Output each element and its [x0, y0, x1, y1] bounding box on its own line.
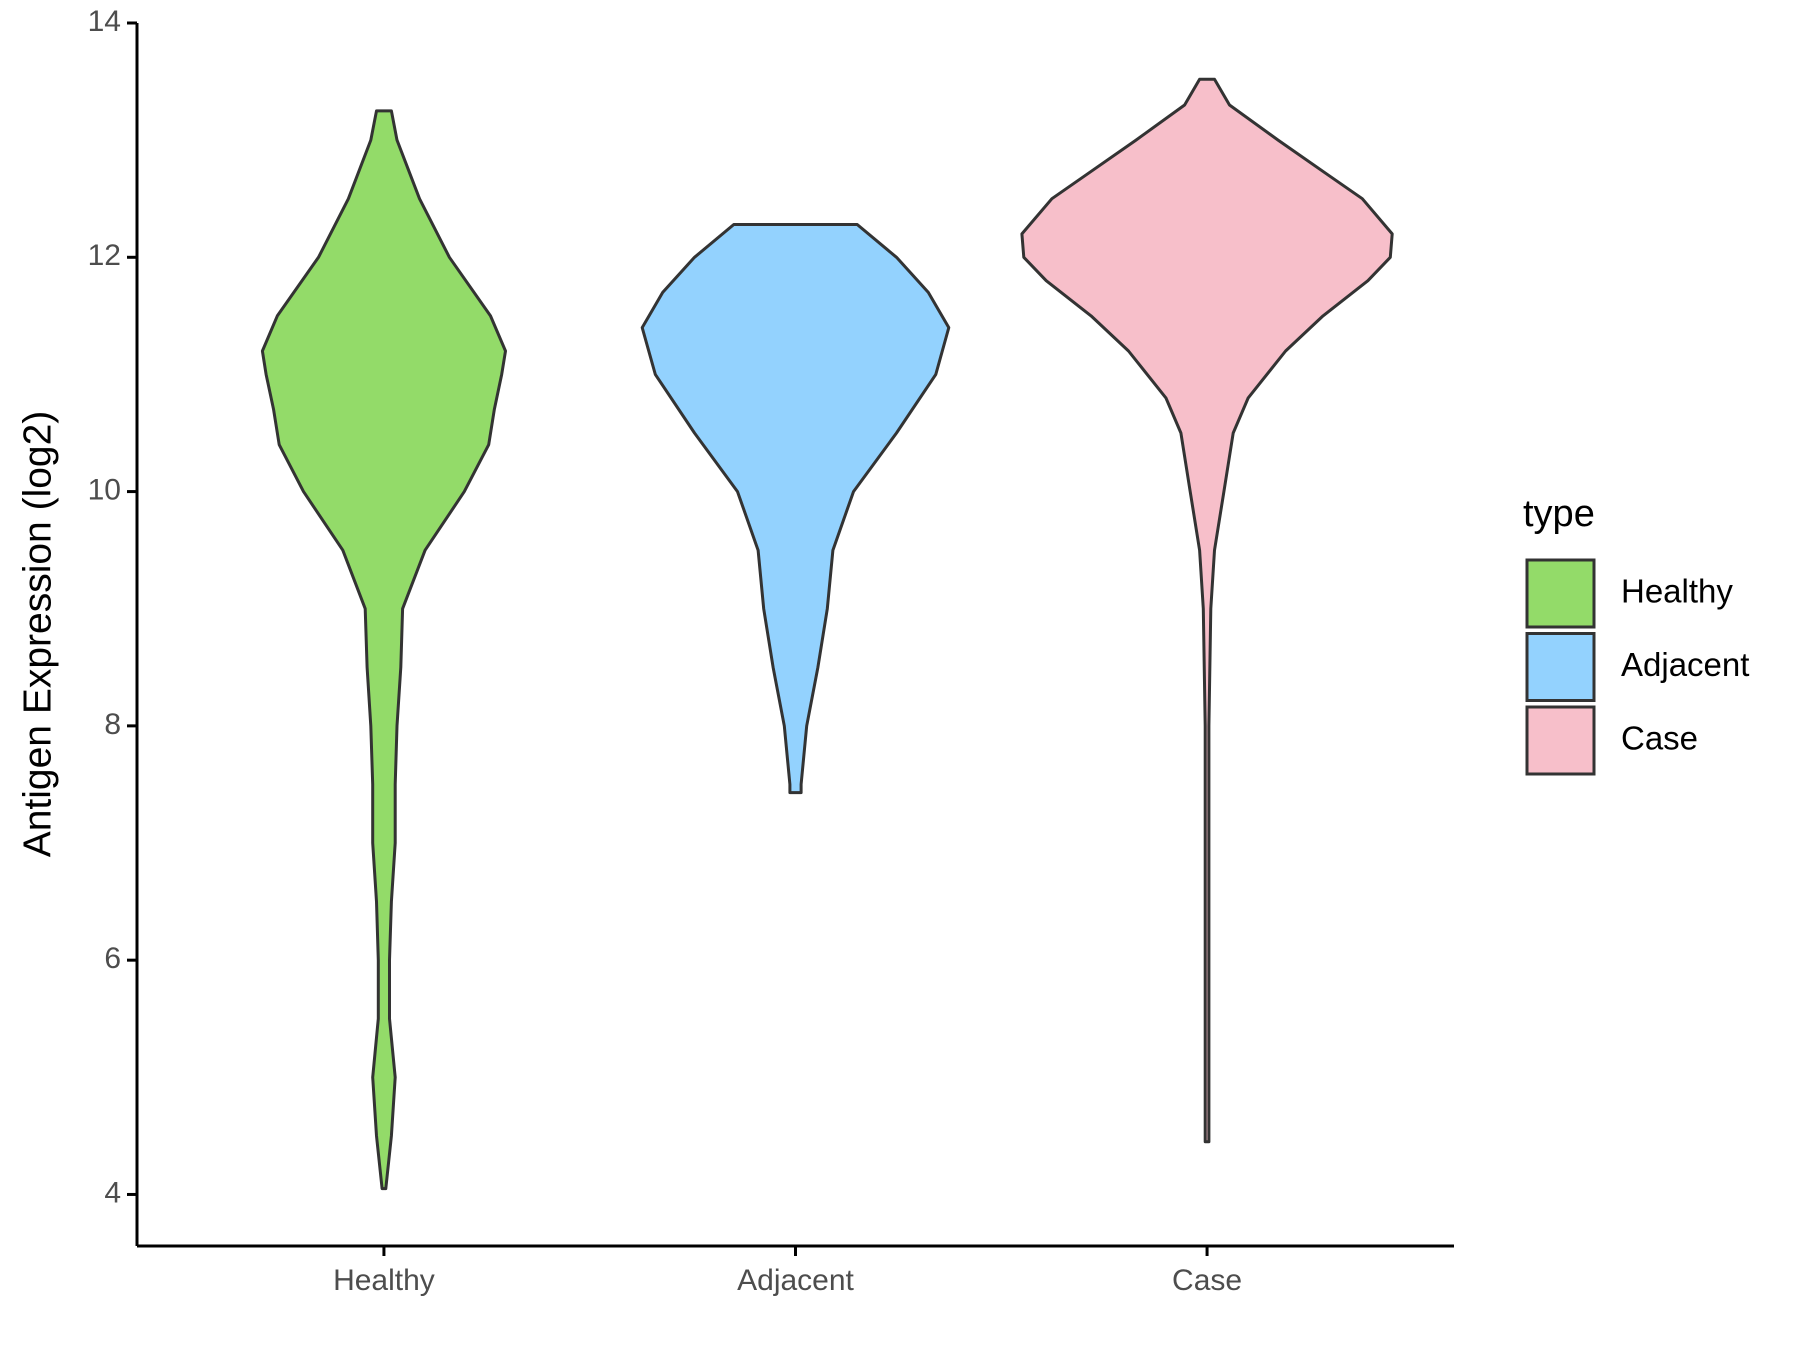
legend-key	[1525, 632, 1596, 702]
violin	[640, 223, 951, 795]
violin	[1020, 77, 1394, 1144]
legend-title: type	[1523, 493, 1595, 535]
x-tick-label: Healthy	[333, 1264, 435, 1297]
legend-label: Case	[1621, 720, 1698, 757]
y-tick-label: 10	[88, 474, 121, 507]
x-tick-label: Case	[1172, 1264, 1242, 1297]
legend-key	[1525, 558, 1596, 629]
y-axis-title: Antigen Expression (log2)	[16, 411, 59, 858]
legend-label: Adjacent	[1621, 646, 1749, 683]
x-tick-label: Adjacent	[737, 1264, 854, 1297]
y-tick-label: 6	[104, 942, 121, 975]
y-tick-label: 14	[88, 5, 121, 38]
legend-key	[1525, 705, 1596, 776]
y-tick-label: 4	[104, 1176, 121, 1209]
y-tick-label: 8	[104, 708, 121, 741]
violin	[260, 109, 507, 1191]
y-tick-label: 12	[88, 239, 121, 272]
legend-label: Healthy	[1621, 573, 1733, 610]
